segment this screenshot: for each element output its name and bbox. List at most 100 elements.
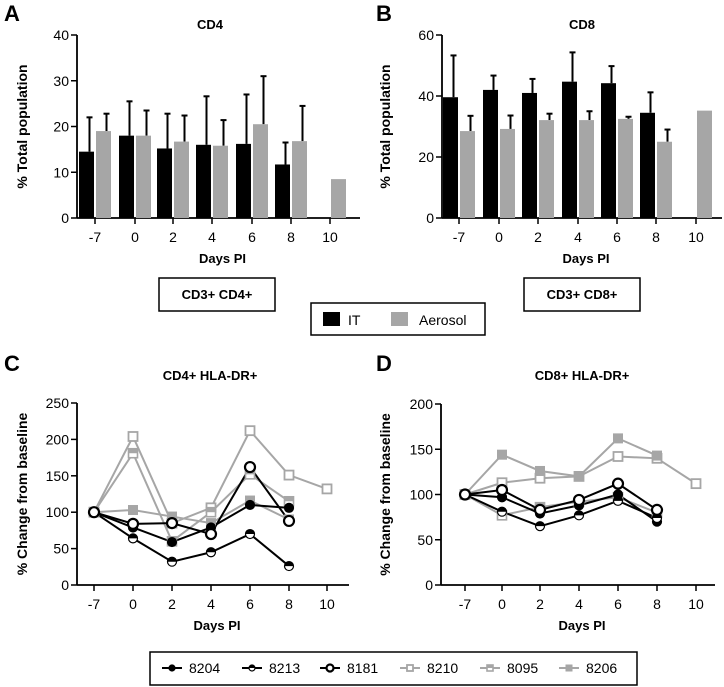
x-tick-label: 10 [688, 596, 704, 612]
point-8210-day-6 [612, 451, 624, 462]
point-8206-day-0 [128, 505, 138, 516]
bar-it-day--7 [79, 151, 94, 218]
point-8204-day-2 [166, 536, 178, 548]
subset-box-cd4: CD3+ CD4+ [158, 277, 276, 312]
x-tick-label: 2 [169, 229, 177, 245]
bar-it-day-8 [640, 112, 655, 218]
bar-aerosol-day-2 [539, 120, 554, 218]
legend-item-8213: 8213 [242, 660, 300, 676]
x-tick-label: 8 [653, 596, 661, 612]
x-tick-label: 10 [688, 229, 704, 245]
point-8213-day-0 [127, 533, 139, 544]
y-tick-label: 250 [46, 395, 70, 411]
x-tick-label: 6 [614, 596, 622, 612]
x-tick-label: 4 [207, 596, 215, 612]
x-tick-label: 8 [287, 229, 295, 245]
x-axis-label: Days PI [559, 618, 606, 633]
series-line-8204 [93, 503, 290, 544]
point-8181-day-6 [243, 460, 257, 474]
point-8213-day-6 [612, 495, 624, 506]
series-line-8213 [93, 511, 290, 567]
x-tick-label: 8 [285, 596, 293, 612]
x-tick-label: 6 [246, 596, 254, 612]
subset-box-cd4-label: CD3+ CD4+ [182, 287, 253, 302]
point-8181-day-2 [533, 503, 547, 516]
point-8095-day-4 [205, 506, 217, 518]
subset-box-cd8: CD3+ CD8+ [523, 277, 641, 312]
x-tick-label: 0 [131, 229, 139, 245]
bar-it-day-8 [275, 164, 290, 218]
point-8206-day-2 [535, 465, 545, 476]
x-tick-label: 2 [534, 229, 542, 245]
bar-aerosol-day-4 [579, 120, 594, 218]
legend-item-8206: 8206 [559, 660, 617, 676]
point-8213-day-6 [244, 528, 256, 540]
y-tick-label: 60 [418, 27, 434, 43]
legend-swatch-aerosol [391, 312, 408, 326]
series-line-8181 [93, 465, 290, 536]
series-line-8181 [464, 482, 658, 511]
chart-title: CD8+ HLA-DR+ [535, 368, 630, 383]
bar-aerosol-day--7 [96, 131, 111, 218]
legend-item-8204: 8204 [162, 660, 220, 676]
y-tick-label: 20 [418, 149, 434, 165]
series-line-8213 [464, 493, 658, 528]
legend-marker-8213 [248, 664, 256, 672]
legend-label-it: IT [348, 312, 361, 328]
y-tick-label: 200 [46, 431, 70, 447]
x-tick-label: -7 [88, 596, 101, 612]
x-tick-label: 0 [498, 596, 506, 612]
bar-aerosol-day-8 [292, 141, 307, 218]
series-line-8204 [464, 493, 658, 523]
legend-label-aerosol: Aerosol [419, 312, 466, 328]
legend-marker-8095 [486, 664, 494, 672]
x-tick-label: 4 [574, 229, 582, 245]
point-8204-day-8 [283, 502, 295, 513]
y-tick-label: 0 [61, 210, 69, 226]
point-8213-day-0 [496, 506, 508, 517]
legend-label-8181: 8181 [347, 660, 378, 676]
legend-label-8204: 8204 [189, 660, 220, 676]
legend-label-8095: 8095 [507, 660, 538, 676]
y-tick-label: 0 [426, 210, 434, 226]
point-8206-day-8 [652, 450, 662, 461]
point-8181-day-8 [650, 503, 664, 516]
panel-c-cd4-hla-dr-line-chart: CD4+ HLA-DR+ 0 50 100 150 200 250 -7 0 2 4 6 8 10 Days… [14, 368, 349, 633]
chart-title: CD4 [197, 17, 224, 32]
legend-item-8181: 8181 [320, 660, 378, 676]
point-8206-day-6 [613, 433, 623, 444]
y-tick-label: 0 [425, 577, 433, 593]
x-tick-label: 8 [652, 229, 660, 245]
legend-marker-8181 [325, 663, 335, 673]
y-axis-label: % Change from baseline [377, 413, 393, 576]
bar-aerosol-day-4 [213, 145, 228, 218]
series-line-8206 [464, 437, 658, 496]
panel-b-cd8-bar-chart: CD8 0 20 40 60 -7 0 2 4 6 8 10 Days PI % Total popula… [377, 17, 722, 266]
x-tick-label: 4 [575, 596, 583, 612]
y-tick-label: 10 [53, 164, 69, 180]
point-8095-day-0 [127, 447, 139, 459]
y-tick-label: 100 [410, 487, 434, 503]
bar-it-day-6 [236, 143, 251, 218]
legend-item-8095: 8095 [480, 660, 538, 676]
series-line-8206 [93, 499, 290, 525]
point-8181-day--7 [87, 506, 101, 519]
y-axis-label: % Total population [377, 64, 393, 188]
x-tick-label: 2 [536, 596, 544, 612]
point-8213-day-4 [205, 547, 217, 558]
panel-letter-a: A [4, 1, 20, 26]
point-8213-day-8 [283, 560, 295, 572]
x-tick-label: 10 [322, 229, 338, 245]
point-8210-day-8 [283, 469, 295, 481]
legend-item-8210: 8210 [400, 660, 458, 676]
y-tick-label: 150 [410, 441, 434, 457]
y-axis-label: % Change from baseline [14, 412, 30, 575]
y-tick-label: 50 [53, 541, 69, 557]
x-tick-label: -7 [459, 596, 472, 612]
bar-aerosol-day-10 [697, 110, 712, 218]
point-8210-day-6 [244, 425, 256, 437]
x-axis-label: Days PI [563, 251, 610, 266]
legend-marker-8210 [406, 664, 414, 672]
legend-label-8206: 8206 [586, 660, 617, 676]
x-tick-label: -7 [453, 229, 466, 245]
